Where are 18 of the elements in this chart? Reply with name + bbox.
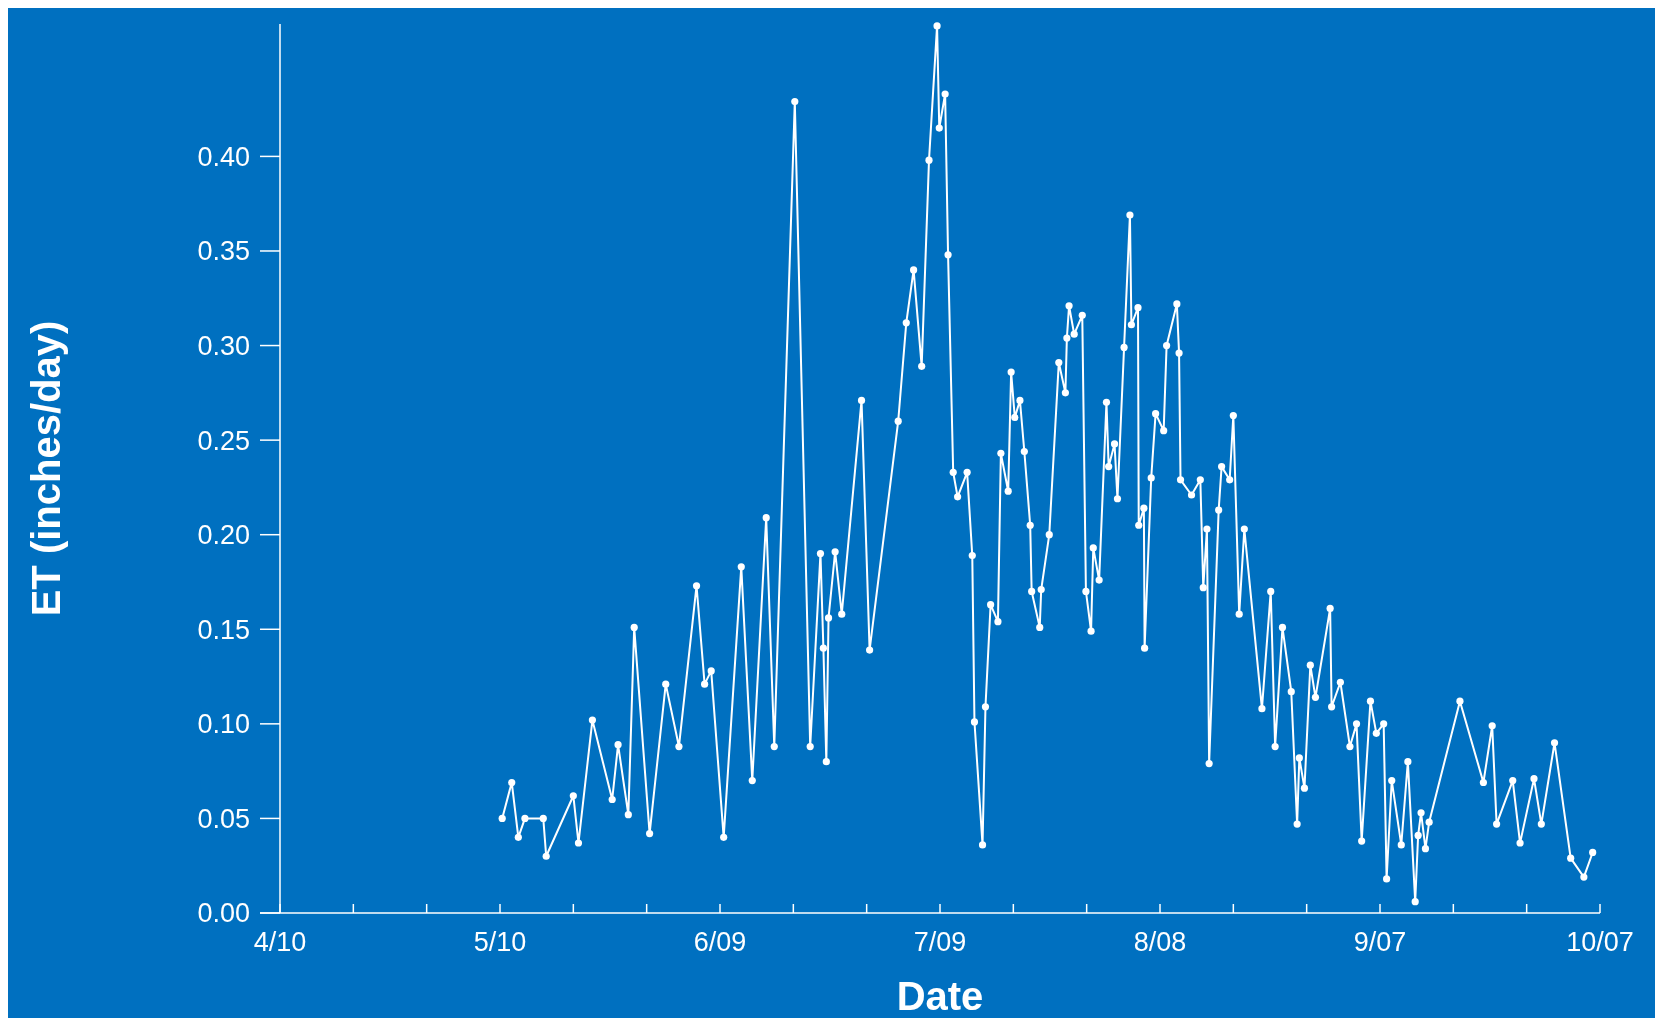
y-axis-title: ET (inches/day): [24, 320, 68, 617]
y-tick-label: 0.05: [197, 803, 250, 834]
y-tick-label: 0.15: [197, 614, 250, 645]
x-tick-label: 9/07: [1353, 927, 1407, 957]
x-tick-label: 4/10: [253, 927, 307, 957]
y-tick-label: 0.30: [197, 331, 250, 361]
y-tick-label: 0.10: [197, 709, 250, 740]
x-tick-label: 7/09: [913, 927, 967, 957]
x-tick-label: 8/08: [1133, 927, 1187, 957]
x-tick-label: 5/10: [473, 927, 527, 957]
x-tick-label: 10/07: [1566, 927, 1634, 957]
x-tick-label: 6/09: [693, 927, 747, 957]
y-tick-label: 0.00: [197, 898, 250, 929]
y-tick-label: 0.20: [197, 520, 250, 551]
y-tick-label: 0.40: [197, 141, 250, 172]
y-tick-label: 0.25: [197, 425, 250, 456]
x-axis-title: Date: [896, 974, 984, 1018]
y-tick-label: 0.35: [197, 236, 250, 267]
